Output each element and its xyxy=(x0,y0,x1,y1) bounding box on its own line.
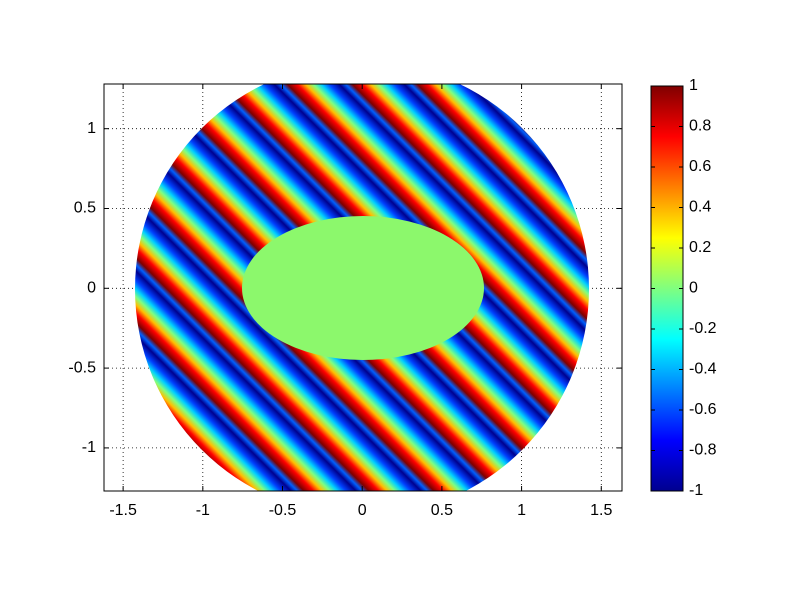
colorbar-tick-label: -1 xyxy=(689,482,703,499)
y-tick-label: -0.5 xyxy=(68,359,96,376)
colorbar-tick-label: 0.6 xyxy=(689,158,711,175)
colorbar-tick-label: -0.8 xyxy=(689,442,717,459)
x-tick-label: 0 xyxy=(358,502,367,519)
y-tick-label: -1 xyxy=(82,439,96,456)
y-tick-label: 0.5 xyxy=(74,200,96,217)
x-tick-label: -1 xyxy=(196,502,210,519)
colorbar-tick-label: 0.2 xyxy=(689,239,711,256)
x-tick-label: 1 xyxy=(517,502,526,519)
colorbar-tick-label: 0.8 xyxy=(689,118,711,135)
obstacle xyxy=(242,216,484,360)
field xyxy=(135,84,589,491)
colorbar-tick-label: -0.4 xyxy=(689,361,717,378)
colorbar-tick-label: 0.4 xyxy=(689,199,711,216)
y-tick-label: 0 xyxy=(87,280,96,297)
colorbar xyxy=(650,85,684,492)
colorbar-tick-label: -0.6 xyxy=(689,401,717,418)
x-tick-label: -0.5 xyxy=(269,502,297,519)
colorbar-tick-label: 0 xyxy=(689,280,698,297)
x-tick-label: 0.5 xyxy=(431,502,453,519)
y-tick-label: 1 xyxy=(87,120,96,137)
colorbar-tick-label: -0.2 xyxy=(689,320,717,337)
x-tick-label: -1.5 xyxy=(109,502,137,519)
colorbar-tick-label: 1 xyxy=(689,77,698,94)
axes-box xyxy=(103,83,623,492)
x-tick-label: 1.5 xyxy=(590,502,612,519)
